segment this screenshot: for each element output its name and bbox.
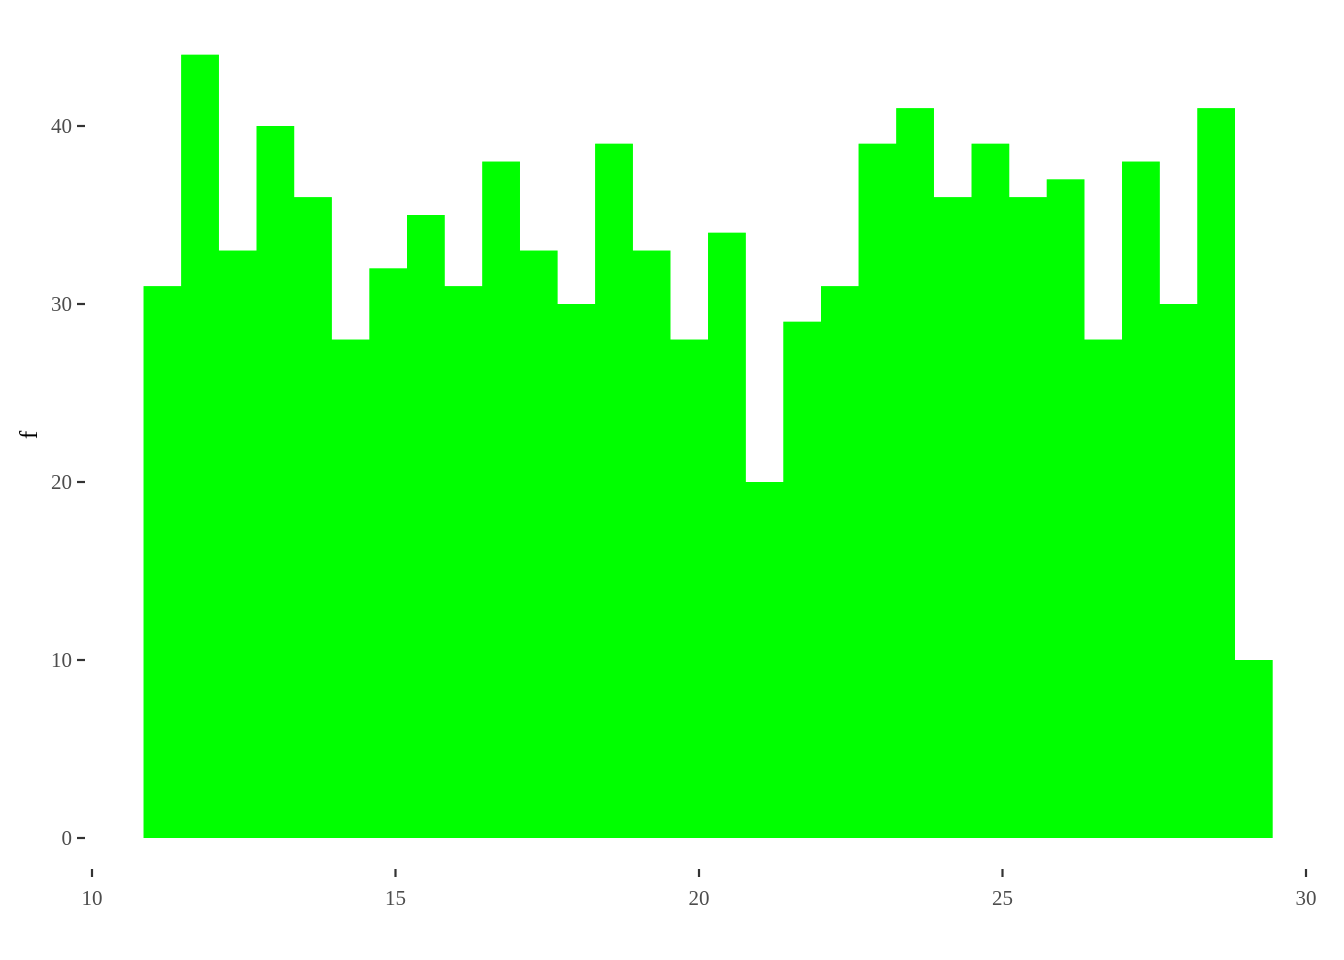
y-tick-label: 0 xyxy=(62,826,73,850)
histogram-bar-20 xyxy=(858,143,897,839)
histogram-bar-19 xyxy=(821,286,859,838)
bars-layer xyxy=(143,54,1273,839)
histogram-bar-24 xyxy=(1009,197,1047,838)
x-tick-label: 25 xyxy=(992,886,1013,910)
histogram-bar-22 xyxy=(933,197,972,838)
histogram-bar-7 xyxy=(369,268,408,838)
histogram-bar-5 xyxy=(294,197,332,838)
y-tick-label: 40 xyxy=(51,114,72,138)
y-axis-title: f xyxy=(16,430,43,439)
histogram-bar-12 xyxy=(557,304,596,838)
histogram-bar-29 xyxy=(1197,108,1235,838)
histogram-bar-26 xyxy=(1084,339,1123,838)
histogram-bar-8 xyxy=(407,215,445,838)
x-tick-label: 20 xyxy=(689,886,710,910)
y-axis: 0 10 20 30 40 xyxy=(51,114,85,850)
histogram-bar-2 xyxy=(181,54,219,839)
histogram-bar-3 xyxy=(218,250,257,839)
histogram-bar-15 xyxy=(670,339,709,838)
histogram-bar-17 xyxy=(745,482,784,838)
histogram-bar-27 xyxy=(1122,161,1160,839)
histogram-bar-14 xyxy=(632,250,671,839)
y-tick-label: 20 xyxy=(51,470,72,494)
histogram-bar-1 xyxy=(143,286,182,838)
histogram-bar-25 xyxy=(1046,179,1085,838)
y-tick-label: 30 xyxy=(51,292,72,316)
x-tick-label: 10 xyxy=(82,886,103,910)
x-tick-label: 30 xyxy=(1296,886,1317,910)
histogram-bar-13 xyxy=(595,143,633,839)
histogram-bar-9 xyxy=(444,286,483,838)
histogram-bar-6 xyxy=(331,339,370,838)
histogram-bar-28 xyxy=(1159,304,1198,838)
histogram-bar-11 xyxy=(519,250,558,839)
histogram-bar-16 xyxy=(708,232,746,839)
histogram-bar-21 xyxy=(896,108,934,838)
histogram-bar-23 xyxy=(971,143,1010,839)
histogram-bar-10 xyxy=(482,161,520,839)
histogram-bar-30 xyxy=(1234,660,1273,838)
y-tick-label: 10 xyxy=(51,648,72,672)
histogram-bar-18 xyxy=(783,321,822,838)
x-axis: 10 15 20 25 30 xyxy=(82,869,1317,910)
x-tick-label: 15 xyxy=(385,886,406,910)
histogram-bar-4 xyxy=(256,126,295,838)
